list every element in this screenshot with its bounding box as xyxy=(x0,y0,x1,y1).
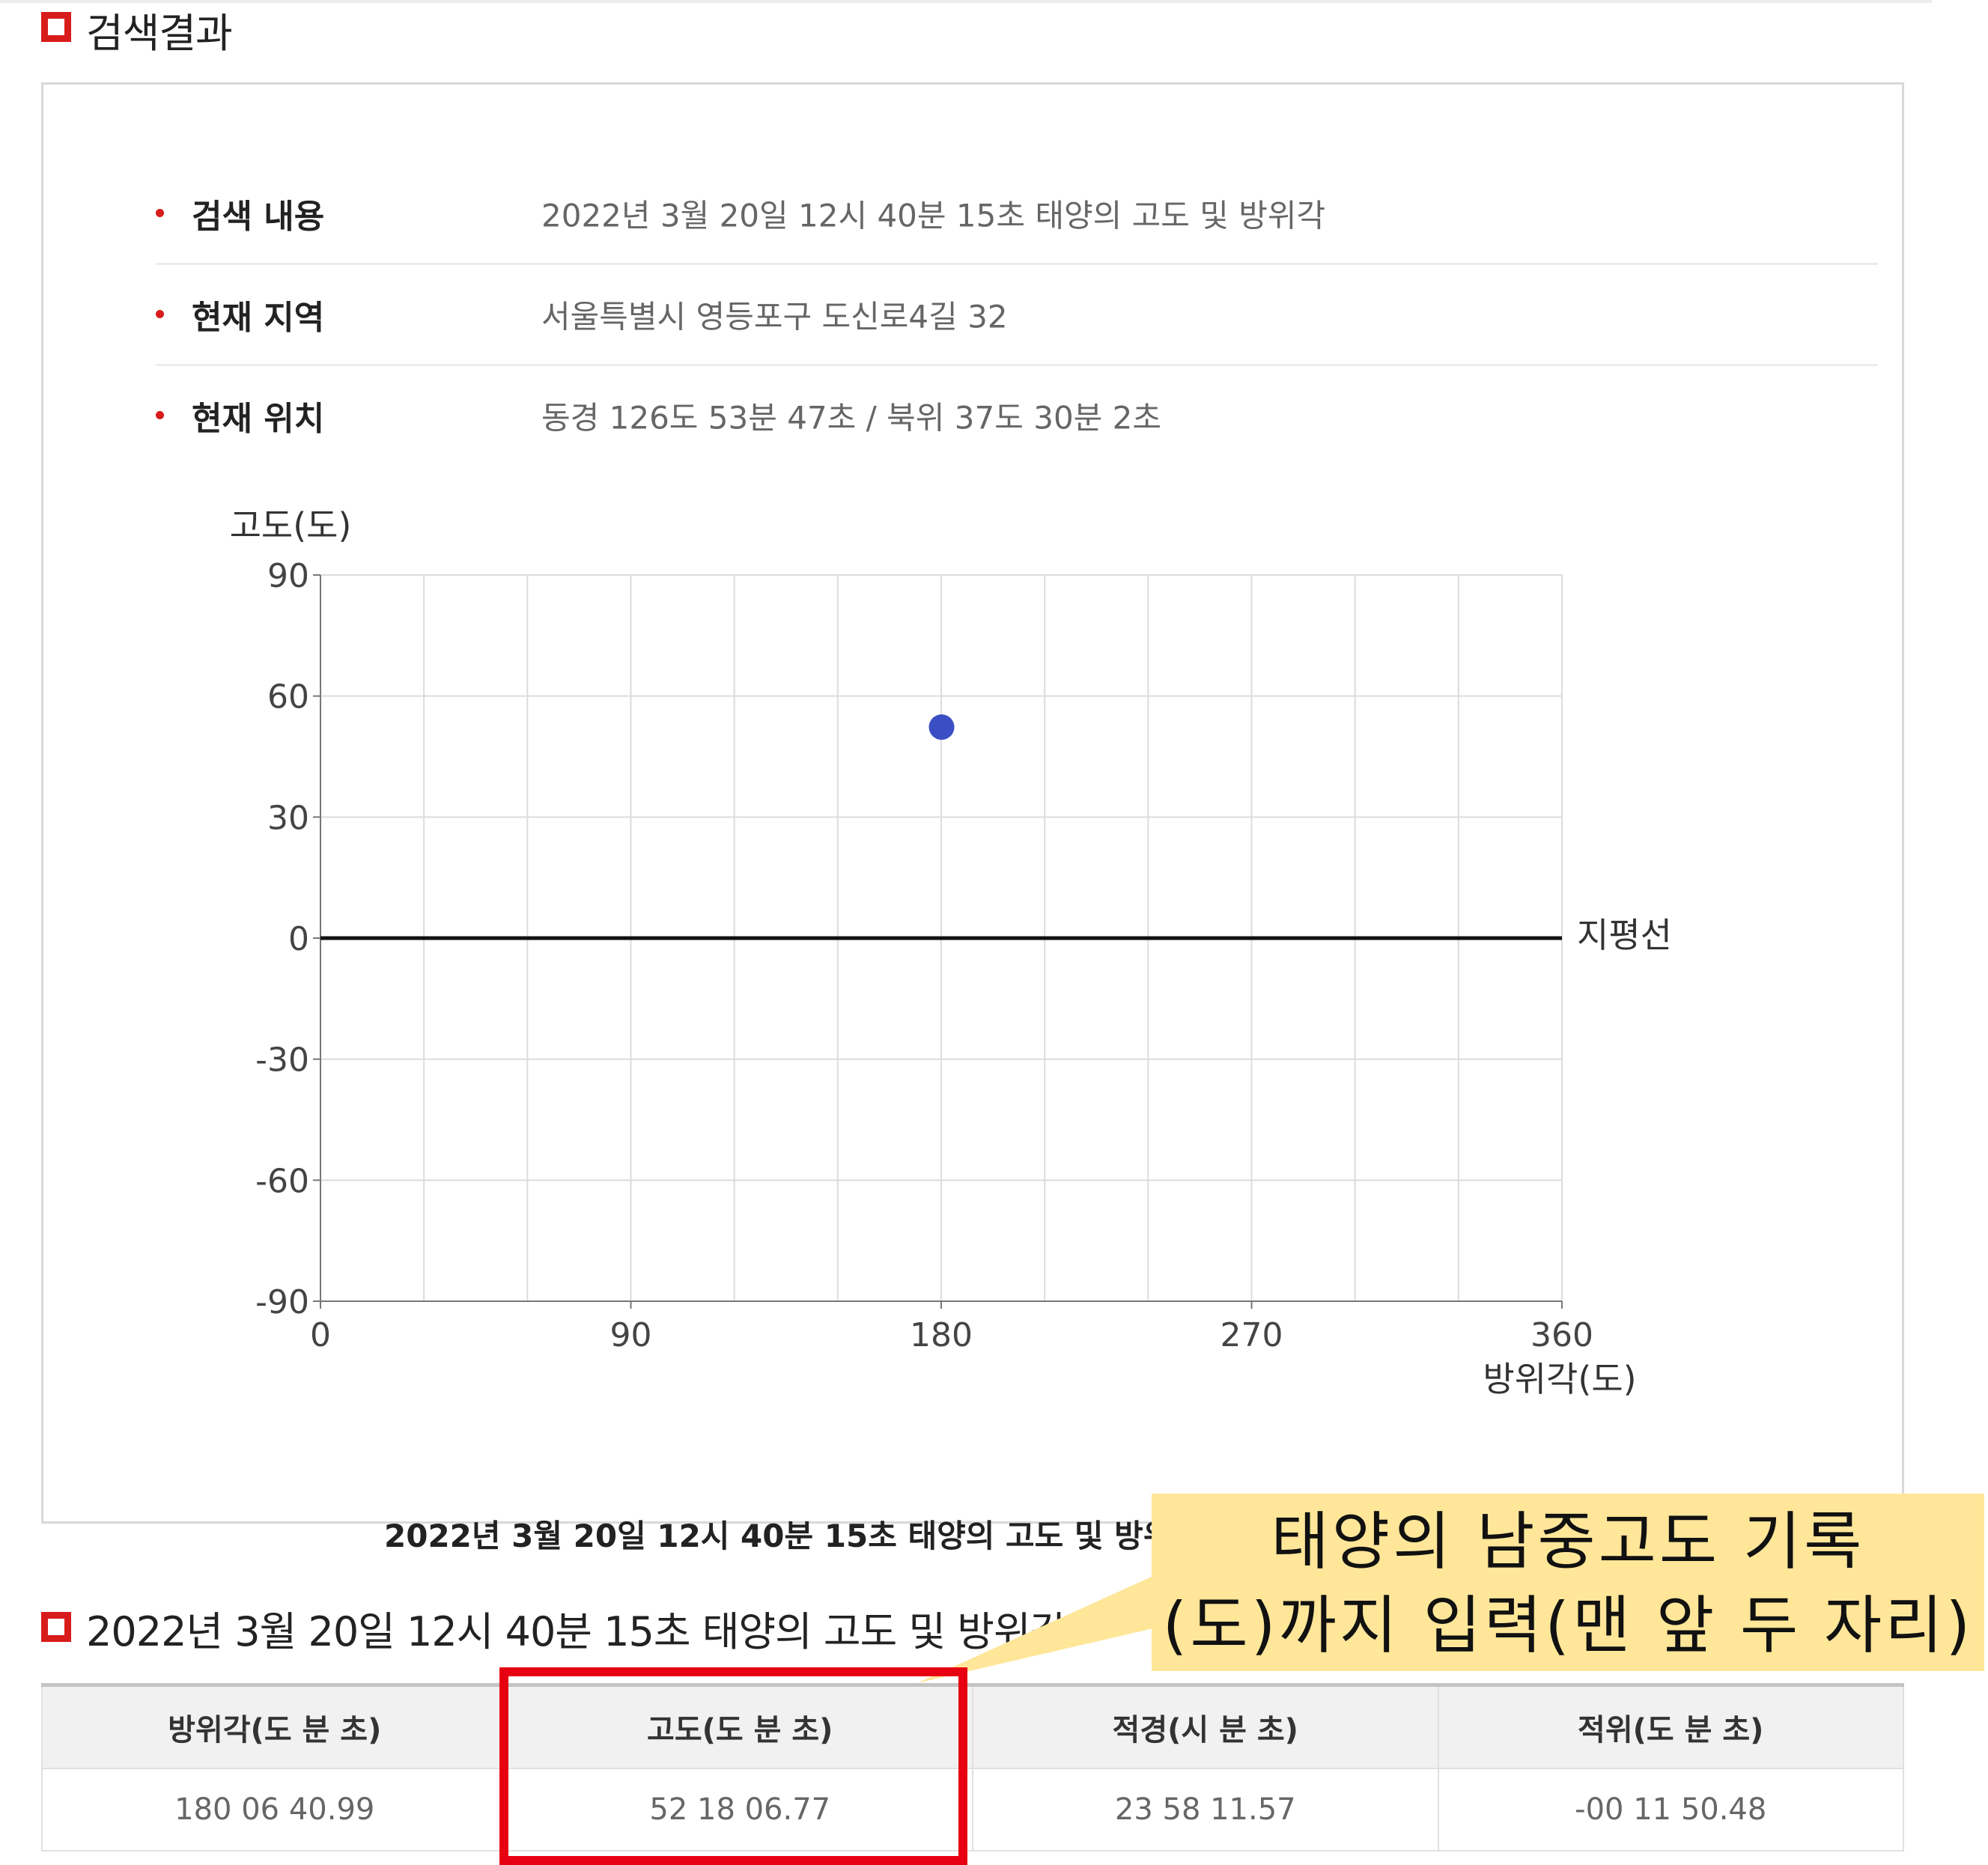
instruction-callout: 태양의 남중고도 기록 (도)까지 입력(맨 앞 두 자리) xyxy=(1152,1494,1984,1671)
callout-line-1: 태양의 남중고도 기록 xyxy=(1152,1500,1984,1583)
callout-line-2: (도)까지 입력(맨 앞 두 자리) xyxy=(1152,1583,1984,1667)
altitude-highlight-box xyxy=(499,1667,967,1865)
